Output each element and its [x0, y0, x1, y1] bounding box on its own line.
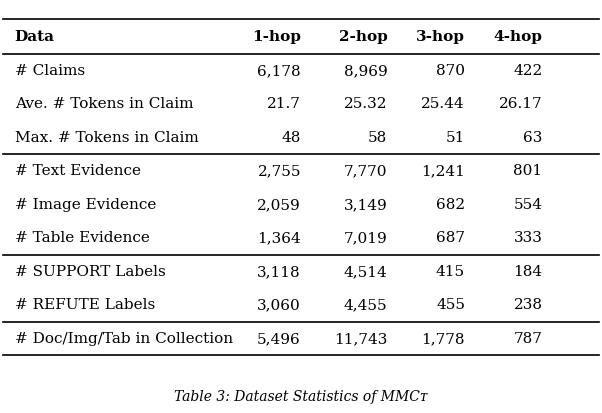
Text: 58: 58: [368, 131, 388, 145]
Text: 3,060: 3,060: [257, 298, 301, 312]
Text: 3-hop: 3-hop: [416, 31, 465, 44]
Text: 238: 238: [514, 298, 542, 312]
Text: 11,743: 11,743: [334, 331, 388, 345]
Text: 7,019: 7,019: [344, 231, 388, 245]
Text: Table 3: Dataset Statistics of MMCᴛ: Table 3: Dataset Statistics of MMCᴛ: [174, 389, 428, 403]
Text: 554: 554: [514, 197, 542, 211]
Text: 687: 687: [436, 231, 465, 245]
Text: # REFUTE Labels: # REFUTE Labels: [14, 298, 155, 312]
Text: # SUPPORT Labels: # SUPPORT Labels: [14, 264, 166, 278]
Text: 2,059: 2,059: [257, 197, 301, 211]
Text: 21.7: 21.7: [267, 97, 301, 111]
Text: 3,118: 3,118: [258, 264, 301, 278]
Text: Max. # Tokens in Claim: Max. # Tokens in Claim: [14, 131, 199, 145]
Text: # Claims: # Claims: [14, 64, 85, 78]
Text: Data: Data: [14, 31, 55, 44]
Text: 1-hop: 1-hop: [252, 31, 301, 44]
Text: 801: 801: [514, 164, 542, 178]
Text: 455: 455: [436, 298, 465, 312]
Text: Ave. # Tokens in Claim: Ave. # Tokens in Claim: [14, 97, 193, 111]
Text: 8,969: 8,969: [344, 64, 388, 78]
Text: 333: 333: [514, 231, 542, 245]
Text: 4-hop: 4-hop: [494, 31, 542, 44]
Text: 682: 682: [436, 197, 465, 211]
Text: 415: 415: [436, 264, 465, 278]
Text: 422: 422: [514, 64, 542, 78]
Text: 3,149: 3,149: [344, 197, 388, 211]
Text: 7,770: 7,770: [344, 164, 388, 178]
Text: 26.17: 26.17: [499, 97, 542, 111]
Text: 870: 870: [436, 64, 465, 78]
Text: 25.44: 25.44: [421, 97, 465, 111]
Text: 184: 184: [514, 264, 542, 278]
Text: 51: 51: [445, 131, 465, 145]
Text: 4,455: 4,455: [344, 298, 388, 312]
Text: 1,778: 1,778: [421, 331, 465, 345]
Text: 48: 48: [282, 131, 301, 145]
Text: 6,178: 6,178: [258, 64, 301, 78]
Text: 1,241: 1,241: [421, 164, 465, 178]
Text: 4,514: 4,514: [344, 264, 388, 278]
Text: 2,755: 2,755: [258, 164, 301, 178]
Text: 5,496: 5,496: [257, 331, 301, 345]
Text: 787: 787: [514, 331, 542, 345]
Text: # Table Evidence: # Table Evidence: [14, 231, 149, 245]
Text: 25.32: 25.32: [344, 97, 388, 111]
Text: 63: 63: [523, 131, 542, 145]
Text: 1,364: 1,364: [257, 231, 301, 245]
Text: # Text Evidence: # Text Evidence: [14, 164, 141, 178]
Text: 2-hop: 2-hop: [339, 31, 388, 44]
Text: # Image Evidence: # Image Evidence: [14, 197, 156, 211]
Text: # Doc/Img/Tab in Collection: # Doc/Img/Tab in Collection: [14, 331, 233, 345]
